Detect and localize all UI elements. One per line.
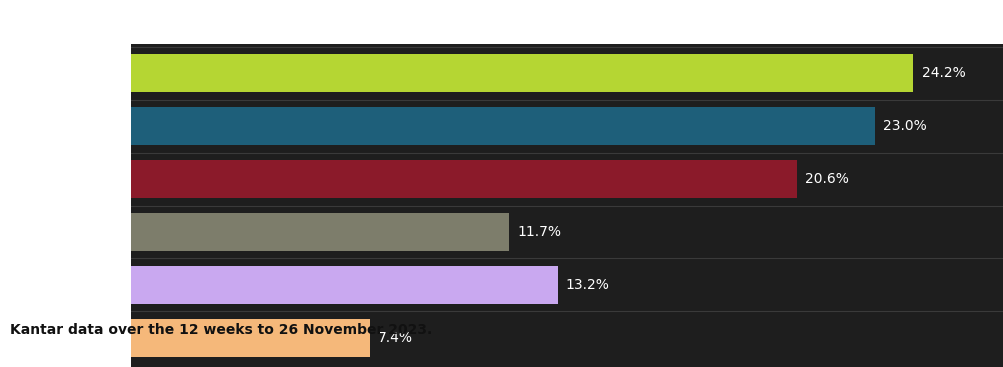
Text: 11.7%: 11.7% xyxy=(517,225,561,239)
Bar xyxy=(130,266,557,304)
Text: 24.2%: 24.2% xyxy=(921,66,964,80)
Text: Kantar data over the 12 weeks to 26 November 2023.: Kantar data over the 12 weeks to 26 Nove… xyxy=(10,323,432,337)
Bar xyxy=(130,54,913,92)
Text: Grocery Market Share (12 weeks ending): Grocery Market Share (12 weeks ending) xyxy=(191,11,575,29)
Bar xyxy=(130,107,874,145)
Text: 20.6%: 20.6% xyxy=(804,172,849,186)
Bar xyxy=(130,319,369,357)
Bar xyxy=(130,160,796,198)
Text: 13.2%: 13.2% xyxy=(565,278,609,292)
Text: 7.4%: 7.4% xyxy=(378,331,412,345)
Text: Ireland: Ireland xyxy=(10,11,76,29)
Bar xyxy=(130,213,509,251)
Text: 23.0%: 23.0% xyxy=(882,119,926,133)
